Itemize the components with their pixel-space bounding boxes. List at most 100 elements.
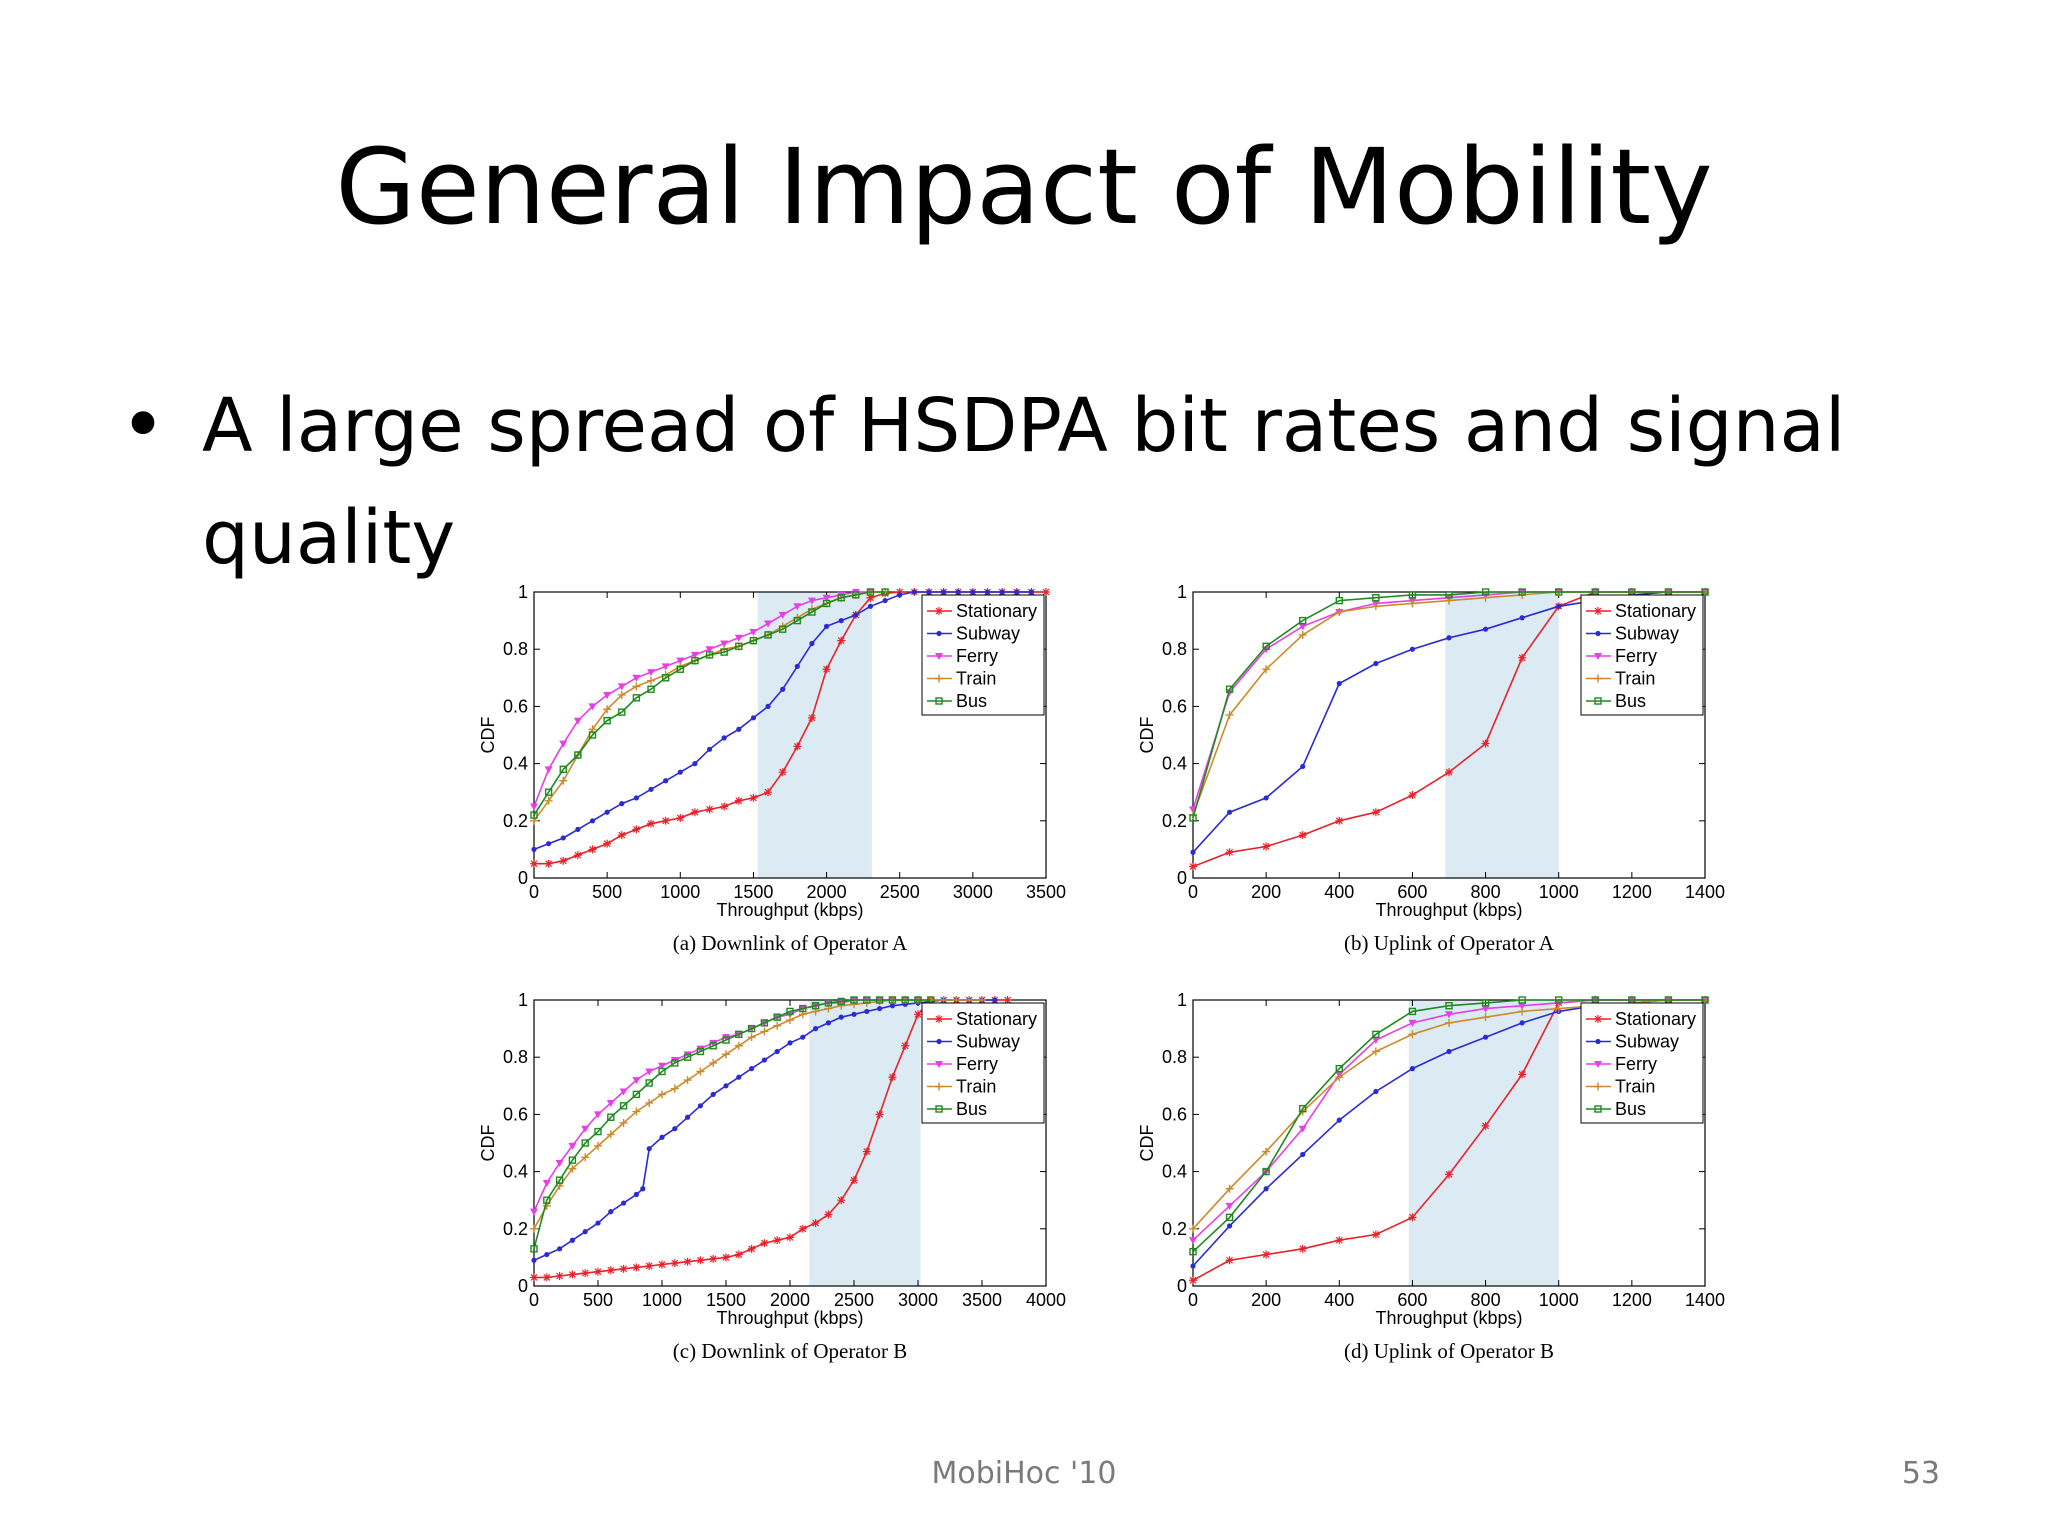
x-tick-label: 0 <box>529 882 539 902</box>
data-point <box>582 1229 588 1235</box>
data-point <box>773 1021 782 1030</box>
data-point <box>530 1208 538 1216</box>
data-point <box>647 669 656 677</box>
data-point <box>850 1176 858 1185</box>
data-point <box>837 997 845 1006</box>
x-tick-label: 1000 <box>1539 882 1579 902</box>
data-point <box>1262 1167 1270 1176</box>
data-point <box>632 1107 641 1116</box>
data-point <box>877 1005 883 1012</box>
data-point <box>1445 591 1453 599</box>
cdf-panel-2: 0 200 400 600 800 1000 1200 1400 0 0.2 0.4 0.6 0.8 1 T… <box>1137 582 1725 955</box>
data-point <box>1518 653 1527 662</box>
data-point <box>760 1239 769 1248</box>
legend-label: Subway <box>1615 624 1679 644</box>
data-point <box>594 1111 602 1119</box>
slide-title: General Impact of Mobility <box>335 126 1713 248</box>
data-point <box>811 1002 820 1010</box>
y-tick-label: 0 <box>518 868 528 888</box>
legend-marker <box>1594 1082 1602 1091</box>
data-point <box>941 589 947 595</box>
data-point <box>807 597 816 605</box>
data-point <box>608 1209 614 1215</box>
data-point <box>530 1273 538 1282</box>
x-tick-label: 1400 <box>1685 882 1725 902</box>
data-point <box>1299 616 1307 625</box>
x-tick-label: 1200 <box>1612 1290 1652 1310</box>
data-point <box>999 589 1005 595</box>
y-tick-label: 0.4 <box>503 1162 528 1182</box>
legend-marker <box>1594 607 1602 615</box>
x-tick-label: 200 <box>1251 1290 1281 1310</box>
data-point <box>1335 1064 1343 1073</box>
legend-label: Ferry <box>956 1054 998 1074</box>
data-point <box>866 588 875 596</box>
data-point <box>735 1030 743 1039</box>
data-point <box>897 592 903 598</box>
data-point <box>1481 588 1490 596</box>
data-point <box>1262 1250 1271 1259</box>
data-point <box>691 656 699 665</box>
data-point <box>632 674 641 682</box>
data-point <box>559 856 568 865</box>
data-point <box>559 740 568 748</box>
data-point <box>1519 615 1525 621</box>
data-point <box>786 1233 794 1242</box>
shaded-region <box>757 592 872 878</box>
data-point <box>530 1245 538 1253</box>
data-point <box>619 801 625 807</box>
data-point <box>1408 591 1417 599</box>
data-point <box>530 859 538 868</box>
legend-label: Bus <box>956 1099 987 1119</box>
data-point <box>1373 1088 1379 1095</box>
data-point <box>1371 1047 1380 1056</box>
data-point <box>875 1110 884 1119</box>
data-point <box>568 1164 577 1173</box>
legend-label: Stationary <box>1615 601 1696 621</box>
plot-frame <box>1192 999 1706 1287</box>
data-point <box>633 1191 640 1198</box>
data-point <box>780 686 786 692</box>
data-point <box>555 1271 564 1280</box>
x-axis-title: Throughput (kbps) <box>1375 900 1522 920</box>
data-point <box>1298 1244 1307 1253</box>
data-point <box>970 589 976 595</box>
data-point <box>581 1139 589 1147</box>
data-point <box>794 663 800 669</box>
x-axis-title: Throughput (kbps) <box>1375 1308 1522 1328</box>
data-point <box>606 1099 615 1107</box>
legend-label: Ferry <box>1615 1054 1657 1074</box>
data-point <box>645 1079 653 1087</box>
data-point <box>862 1147 871 1156</box>
data-point <box>606 1130 615 1139</box>
cdf-panel-1: 0 500 1000 1500 2000 2500 3000 3500 0 0.2 0.4 0.6 0.… <box>478 582 1066 955</box>
y-tick-label: 0.6 <box>1162 1104 1187 1124</box>
data-point <box>734 796 743 805</box>
x-tick-label: 2000 <box>770 1290 810 1310</box>
legend-label: Bus <box>1615 691 1646 711</box>
shaded-region <box>1408 1000 1559 1286</box>
data-point <box>1701 996 1709 1004</box>
data-point <box>760 1019 769 1027</box>
data-point <box>914 1010 922 1019</box>
data-point <box>661 674 670 682</box>
data-point <box>1225 1213 1234 1222</box>
data-point <box>749 793 758 802</box>
data-point <box>1298 623 1307 631</box>
y-tick-label: 0.2 <box>1162 1219 1187 1239</box>
data-point <box>914 996 922 1004</box>
data-point <box>619 1118 628 1127</box>
data-point <box>559 765 567 774</box>
data-point <box>800 1034 806 1040</box>
data-point <box>1189 862 1197 871</box>
panel-caption: (b) Uplink of Operator A <box>1344 931 1555 955</box>
y-tick-label: 0.4 <box>1162 754 1187 774</box>
data-point <box>647 819 656 828</box>
y-tick-label: 0.8 <box>1162 639 1187 659</box>
data-point <box>696 1047 705 1056</box>
data-point <box>603 691 612 699</box>
data-point <box>542 1273 551 1282</box>
x-tick-label: 200 <box>1251 882 1281 902</box>
